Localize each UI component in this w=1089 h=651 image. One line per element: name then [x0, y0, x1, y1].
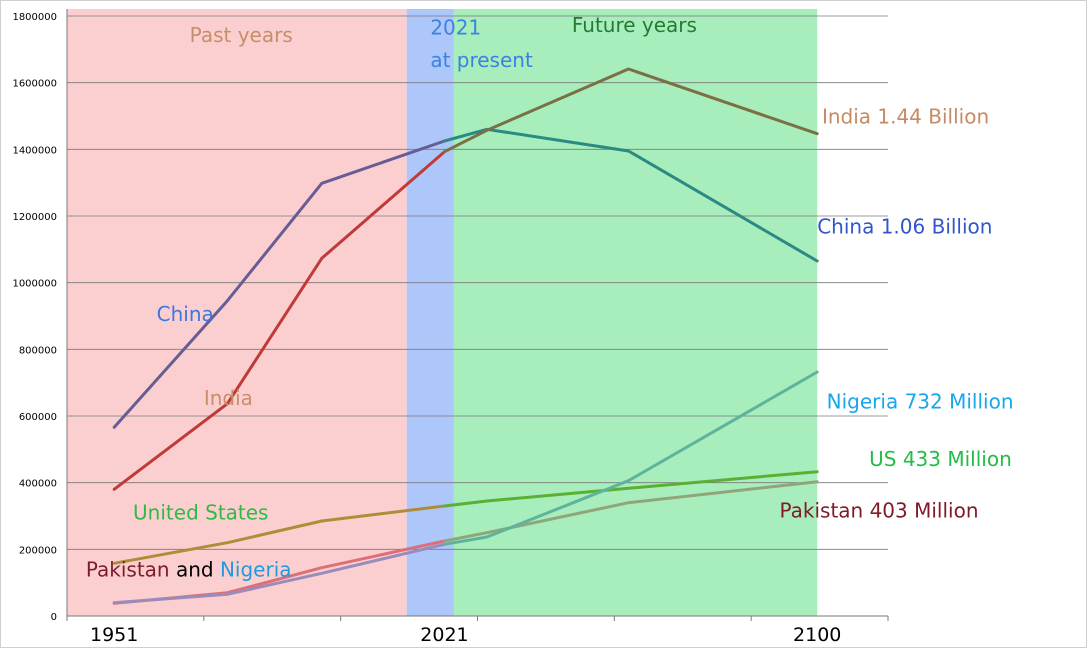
- annotation-pakistan-end: Pakistan 403 Million: [779, 499, 978, 523]
- annotation-pakistan-and-nigeria: Pakistan and Nigeria: [86, 558, 292, 582]
- y-tick-label: 400000: [19, 479, 57, 490]
- series-line-united-states: [112, 504, 446, 565]
- annotation-part-0: Pakistan: [86, 558, 170, 582]
- y-tick-label: 1600000: [12, 79, 57, 90]
- y-tick-label: 1000000: [12, 279, 57, 290]
- band-future-years: [453, 9, 818, 616]
- annotation-part-1: and: [170, 558, 220, 582]
- y-tick-label: 1800000: [12, 12, 57, 23]
- x-tick-label: 2021: [420, 624, 468, 646]
- annotation-china-end: China 1.06 Billion: [817, 215, 992, 239]
- y-tick-label: 600000: [19, 412, 57, 423]
- series-line-nigeria: [443, 370, 819, 546]
- annotation-us-label: United States: [133, 500, 268, 524]
- series-line-india: [112, 150, 446, 491]
- annotation-future: Future years: [572, 13, 697, 37]
- series-line-united-states: [443, 470, 819, 508]
- annotation-nigeria-end: Nigeria 732 Million: [827, 390, 1014, 414]
- x-tick-label: 2100: [793, 624, 841, 646]
- annotation-china-label: China: [157, 302, 214, 326]
- band-past-years: [67, 9, 407, 616]
- series-line-china: [443, 127, 819, 263]
- band-2021-at-present: [406, 9, 454, 616]
- y-tick-label: 800000: [19, 345, 57, 356]
- axes: 0 200000 400000 600000 800000 1000000 1200000 1…: [12, 9, 889, 646]
- annotation-india-end: India 1.44 Billion: [822, 105, 989, 129]
- series-line-india: [443, 67, 819, 154]
- series-line-china: [112, 139, 446, 429]
- y-tick-label: 1400000: [12, 145, 57, 156]
- annotation-part-2: Nigeria: [220, 558, 292, 582]
- y-tick-label: 0: [51, 612, 57, 623]
- annotation-us-end: US 433 Million: [869, 447, 1012, 471]
- annotation-past: Past years: [190, 23, 293, 47]
- period-bands: [67, 9, 818, 616]
- series-line-pakistan: [443, 480, 819, 543]
- y-tick-label: 1200000: [12, 212, 57, 223]
- annotation-india-label: India: [204, 386, 253, 410]
- x-tick-label: 1951: [90, 624, 138, 646]
- annotations: Past years 2021 at present Future years Indi…: [86, 13, 1014, 582]
- y-tick-label: 200000: [19, 545, 57, 556]
- series-line-nigeria: [112, 542, 446, 605]
- grid-lines: [67, 15, 888, 617]
- annotation-present2: at present: [430, 48, 533, 72]
- series-lines: [112, 67, 819, 605]
- annotation-present1: 2021: [430, 15, 481, 39]
